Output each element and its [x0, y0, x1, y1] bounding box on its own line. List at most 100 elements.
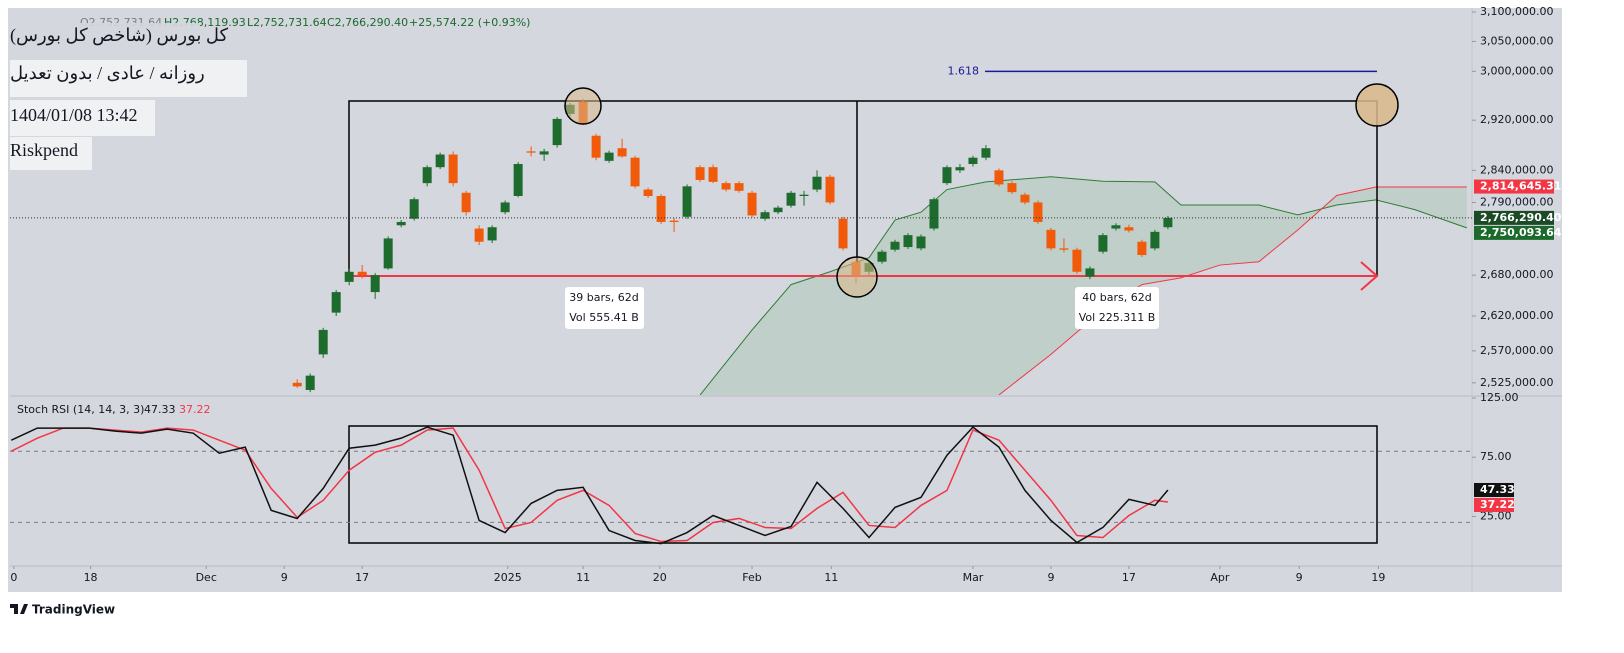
- candle-body: [1124, 227, 1134, 231]
- candle-body: [929, 199, 939, 229]
- oscillator-line: [10, 427, 1168, 543]
- candle-body: [500, 202, 510, 213]
- value-badge: [1474, 497, 1514, 512]
- author-text: Riskpend: [10, 140, 78, 160]
- highlight-circle: [836, 256, 878, 298]
- y-tick-label: 2,790,000.00: [1480, 195, 1553, 208]
- x-tick-label: 17: [1122, 571, 1136, 584]
- header: O2,752,731.64 H2,768,119.93 L2,752,731.6…: [10, 16, 530, 170]
- candle-body: [552, 118, 562, 146]
- candle-body: [539, 151, 549, 155]
- candle-body: [747, 192, 757, 216]
- candle-body: [708, 167, 718, 182]
- x-tick-label: 0: [10, 571, 17, 584]
- ohlc-header: C2,766,290.40: [327, 16, 408, 29]
- candle-body: [1137, 241, 1147, 256]
- circles: [564, 83, 1399, 298]
- candle-body: [513, 164, 523, 196]
- candle-body: [1111, 225, 1121, 229]
- candle-body: [604, 152, 614, 161]
- price-badge: [1474, 179, 1554, 194]
- candle-body: [448, 154, 458, 184]
- value-badge-text: 47.33: [1480, 483, 1515, 496]
- highlight-circle: [1355, 83, 1399, 127]
- y-tick-label: 25.00: [1480, 509, 1512, 522]
- x-tick-label: 11: [824, 571, 838, 584]
- price-badge-text: 2,814,645.31: [1480, 180, 1561, 193]
- title-box: [10, 60, 247, 97]
- candle-body: [669, 220, 679, 222]
- candle-body: [656, 195, 666, 222]
- candle-body: [422, 167, 432, 184]
- subtitle: روزانه / عادی / بدون تعدیل: [10, 63, 205, 84]
- candle-body: [734, 183, 744, 191]
- x-tick-label: 11: [576, 571, 590, 584]
- measure-label: 39 bars, 62d Vol 555.41 B 40 bars, 62d V…: [565, 287, 1159, 329]
- candle-body: [799, 194, 809, 196]
- candles: [292, 98, 1173, 393]
- oscillator-box: [348, 425, 1378, 544]
- price-badge: [1474, 210, 1554, 225]
- x-tick-label: Apr: [1210, 571, 1230, 584]
- candle-body: [305, 375, 315, 390]
- chart-background: [8, 8, 1562, 592]
- candle-body: [630, 157, 640, 187]
- price-badge-text: 2,750,093.64: [1480, 226, 1562, 239]
- measure-text: Vol 225.311 B: [1079, 311, 1155, 324]
- candle-body: [526, 151, 536, 153]
- candle-body: [344, 271, 354, 282]
- candle-body: [786, 192, 796, 206]
- candle-body: [1072, 249, 1082, 272]
- y-tick-label: 2,680,000.00: [1480, 268, 1553, 281]
- y-tick-label: 125.00: [1480, 391, 1519, 404]
- measure-text: 40 bars, 62d: [1082, 291, 1151, 304]
- candle-body: [1059, 248, 1069, 250]
- x-tick-label: Dec: [196, 571, 217, 584]
- title-box: [10, 23, 200, 53]
- candle-body: [461, 192, 471, 213]
- candle-body: [1046, 229, 1056, 249]
- candle-body: [695, 167, 705, 180]
- title-box: [10, 100, 155, 136]
- price-badge: [1474, 225, 1554, 240]
- candle-body: [292, 382, 302, 387]
- candle-body: [812, 176, 822, 190]
- oscillator-value: 37.22: [179, 403, 211, 416]
- value-badge: [1474, 482, 1514, 497]
- candle-body: [994, 170, 1004, 185]
- y-tick-label: 75.00: [1480, 450, 1512, 463]
- date-text: 1404/01/08 13:42: [10, 105, 138, 125]
- y-tick-label: 2,620,000.00: [1480, 309, 1553, 322]
- x-tick-label: 2025: [494, 571, 522, 584]
- candle-body: [617, 148, 627, 157]
- candle-body: [682, 186, 692, 217]
- candle-body: [1098, 235, 1108, 252]
- candle-body: [318, 329, 328, 355]
- oscillator-line: [10, 426, 1169, 545]
- cloud-fill: [700, 176, 1467, 395]
- x-tick-label: 19: [1371, 571, 1385, 584]
- candle-body: [942, 167, 952, 184]
- arrow-head: [1360, 261, 1379, 291]
- candle-body: [760, 212, 770, 219]
- y-tick-label: 2,840,000.00: [1480, 163, 1553, 176]
- measure-text: Vol 555.41 B: [569, 311, 639, 324]
- logo: TradingView: [10, 603, 115, 617]
- candle-body: [1163, 217, 1173, 228]
- measure-text: 39 bars, 62d: [569, 291, 638, 304]
- cloud-line: [699, 176, 1467, 395]
- candle-body: [903, 235, 913, 248]
- x-tick-label: 17: [355, 571, 369, 584]
- y-tick-label: 2,525,000.00: [1480, 376, 1553, 389]
- x-tick-label: 9: [281, 571, 288, 584]
- candle-body: [435, 154, 445, 168]
- x-tick-label: 20: [653, 571, 667, 584]
- title-box: [10, 137, 92, 170]
- candle-body: [1150, 231, 1160, 249]
- candle-body: [1007, 183, 1017, 193]
- candle-body: [409, 199, 419, 219]
- candle-body: [396, 221, 406, 226]
- candle-body: [955, 167, 965, 171]
- y-tick-label: 2,570,000.00: [1480, 344, 1553, 357]
